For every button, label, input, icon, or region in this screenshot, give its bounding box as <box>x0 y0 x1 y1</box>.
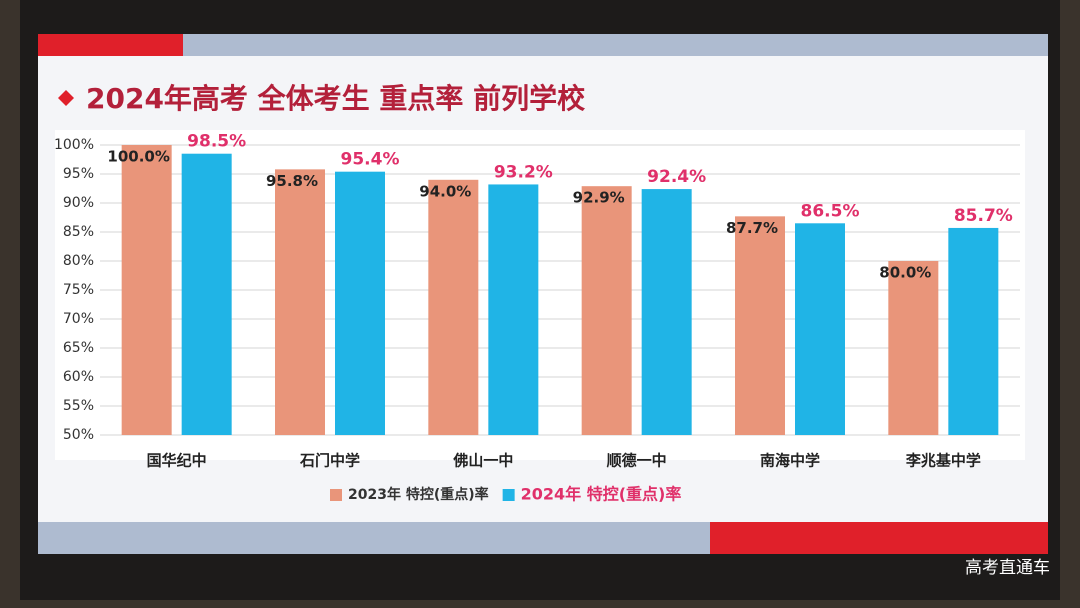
value-label: 86.5% <box>801 201 860 221</box>
x-tick-label: 顺德一中 <box>607 452 667 470</box>
chart-title: 2024年高考 全体考生 重点率 前列学校 <box>86 82 586 115</box>
x-tick-label: 南海中学 <box>760 452 820 470</box>
decor-gray-top <box>183 34 1048 56</box>
value-label: 87.7% <box>726 219 778 237</box>
bar <box>888 261 939 435</box>
value-label: 98.5% <box>187 132 246 152</box>
x-tick-label: 石门中学 <box>299 452 360 470</box>
decor-red-top <box>38 34 183 56</box>
x-tick-label: 佛山一中 <box>452 452 513 470</box>
bar <box>735 216 785 435</box>
decor-red-bottom <box>710 522 1048 554</box>
y-tick-label: 85% <box>63 224 94 240</box>
bar <box>181 153 232 435</box>
legend-label: 2023年 特控(重点)率 <box>348 486 489 503</box>
y-tick-label: 50% <box>63 427 94 443</box>
y-tick-label: 75% <box>63 282 94 298</box>
y-tick-label: 65% <box>63 340 94 356</box>
value-label: 93.2% <box>494 162 553 182</box>
y-tick-label: 55% <box>63 398 94 414</box>
bar <box>335 171 385 435</box>
bar <box>795 223 845 435</box>
x-tick-label: 李兆基中学 <box>905 452 981 470</box>
bar <box>428 179 479 435</box>
value-label: 95.8% <box>266 172 318 190</box>
legend-label: 2024年 特控(重点)率 <box>521 485 682 504</box>
value-label: 85.7% <box>954 206 1013 226</box>
legend-swatch <box>502 489 515 501</box>
value-label: 92.9% <box>573 189 625 207</box>
y-tick-label: 95% <box>63 166 94 182</box>
value-label: 100.0% <box>107 148 169 166</box>
y-tick-label: 80% <box>63 253 94 269</box>
bar <box>948 227 999 435</box>
legend-swatch <box>330 489 342 501</box>
value-label: 95.4% <box>341 150 400 170</box>
value-label: 94.0% <box>419 182 471 200</box>
bar <box>581 186 632 435</box>
decor-gray-bottom <box>38 522 710 554</box>
y-tick-label: 90% <box>63 195 94 211</box>
y-tick-label: 70% <box>63 311 94 327</box>
y-tick-label: 100% <box>54 137 94 153</box>
bar <box>275 169 325 436</box>
title-marker <box>58 90 74 106</box>
value-label: 80.0% <box>879 264 931 282</box>
bar <box>121 145 172 435</box>
watermark: 高考直通车 <box>965 558 1050 578</box>
bar <box>488 184 539 435</box>
bar <box>641 189 692 435</box>
x-tick-label: 国华纪中 <box>147 452 207 470</box>
value-label: 92.4% <box>647 167 706 187</box>
y-tick-label: 60% <box>63 369 94 385</box>
